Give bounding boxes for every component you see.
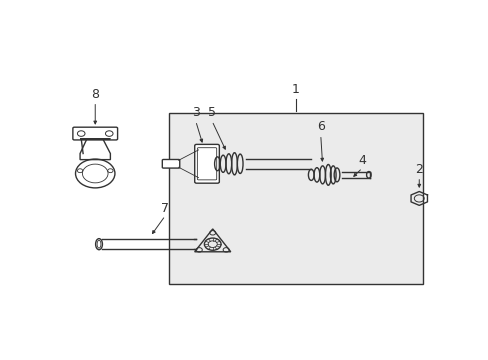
Text: 5: 5 (207, 107, 216, 120)
Text: 4: 4 (358, 154, 366, 167)
Text: 6: 6 (316, 120, 324, 133)
Text: 1: 1 (291, 83, 300, 96)
FancyBboxPatch shape (197, 148, 216, 180)
FancyBboxPatch shape (162, 159, 180, 168)
FancyBboxPatch shape (194, 144, 219, 183)
Text: 3: 3 (191, 107, 199, 120)
Text: 2: 2 (414, 163, 422, 176)
Text: 7: 7 (161, 202, 169, 215)
Text: 8: 8 (91, 89, 99, 102)
FancyBboxPatch shape (73, 127, 117, 140)
Bar (169, 112, 422, 284)
